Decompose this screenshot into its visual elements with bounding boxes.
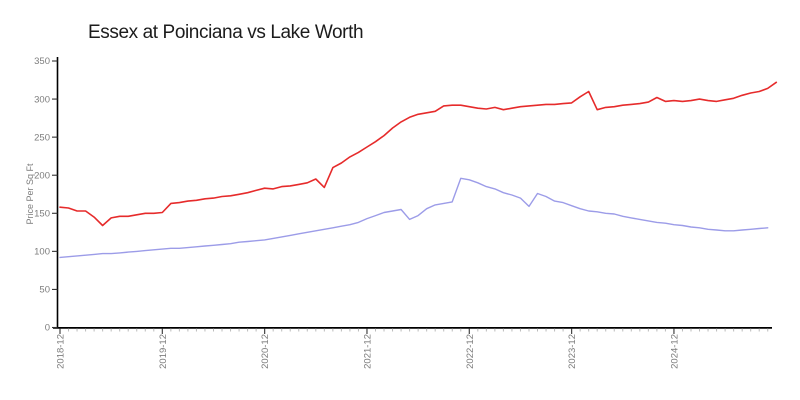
x-tick-label: 2021-12 [362, 334, 373, 369]
x-tick-label: 2019-12 [158, 334, 169, 369]
y-axis-label: Price Per Sq Ft [25, 163, 35, 225]
y-tick-label: 150 [34, 208, 50, 219]
y-tick-label: 350 [34, 56, 50, 67]
chart-title: Essex at Poinciana vs Lake Worth [88, 22, 364, 43]
series-line-0 [59, 81, 778, 227]
y-tick-label: 200 [34, 170, 50, 181]
y-tick-label: 100 [34, 247, 50, 258]
x-tick-label: 2023-12 [567, 334, 578, 369]
y-tick-label: 50 [39, 285, 50, 296]
x-tick-label: 2022-12 [465, 334, 476, 369]
x-tick-label: 2020-12 [260, 334, 271, 369]
y-tick-label: 250 [34, 132, 50, 143]
x-tick-label: 2024-12 [669, 334, 680, 369]
x-tick-label: 2018-12 [56, 334, 67, 369]
y-tick-label: 300 [34, 94, 50, 105]
series-line-1 [59, 177, 769, 259]
y-tick-label: 0 [45, 323, 50, 334]
